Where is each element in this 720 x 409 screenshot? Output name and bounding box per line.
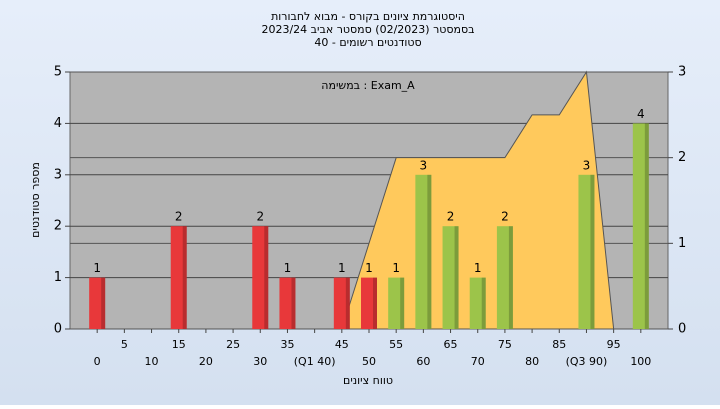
x-tick-label: 20	[199, 355, 213, 368]
y-axis-label: מספר סטודנטים	[29, 162, 42, 238]
y2-tick-label: 3	[678, 65, 686, 80]
data-label: 2	[256, 210, 264, 224]
bar	[252, 226, 269, 329]
data-label: 3	[583, 158, 591, 172]
y-tick-label: 5	[54, 65, 62, 80]
bar-shade	[427, 174, 432, 329]
x-tick-label: 45	[335, 338, 349, 351]
y-tick-label: 0	[54, 322, 62, 337]
x-tick-label: 75	[498, 338, 512, 351]
data-label: 2	[447, 210, 455, 224]
x-tick-label: 60	[416, 355, 430, 368]
bar-shade	[345, 277, 350, 329]
annotation: במשימה : Exam_A	[321, 79, 415, 92]
bar	[388, 277, 405, 329]
bar	[442, 226, 459, 329]
chart-subtitle: בסמסטר (02/2023) סמסטר אביב 2023/24	[261, 23, 474, 36]
bar-shade	[481, 277, 486, 329]
bar	[170, 226, 187, 329]
bar-shade	[590, 174, 595, 329]
bar-shade	[373, 277, 377, 329]
area	[341, 70, 615, 330]
x-tick-label: 10	[145, 355, 159, 368]
bar-shade	[454, 226, 459, 329]
x-tick-label: 5	[121, 338, 128, 351]
bar	[333, 277, 350, 329]
x-tick-label: 95	[607, 338, 621, 351]
bar-shade	[264, 226, 269, 329]
bar	[496, 226, 513, 329]
data-label: 1	[365, 261, 373, 275]
y2-tick-label: 1	[678, 236, 686, 251]
data-label: 4	[637, 107, 645, 121]
data-label: 1	[392, 261, 400, 275]
y2-tick-label: 0	[678, 322, 686, 337]
x-axis-label: טווח ציונים	[343, 374, 393, 387]
x-tick-label: 0	[94, 355, 101, 368]
x-tick-label: 30	[253, 355, 267, 368]
y2-tick-label: 2	[678, 150, 686, 165]
bar-shade	[101, 277, 106, 329]
bar	[89, 277, 106, 329]
data-label: 1	[284, 261, 292, 275]
data-label: 3	[420, 158, 428, 172]
x-tick-label: 70	[471, 355, 485, 368]
data-label: 1	[474, 261, 482, 275]
bar-shade	[291, 277, 296, 329]
x-tick-label: (Q3 90)	[566, 355, 608, 368]
data-label: 2	[501, 210, 509, 224]
x-tick-label: 15	[172, 338, 186, 351]
bar-shade	[508, 226, 513, 329]
bar	[632, 123, 649, 330]
x-tick-label: 100	[630, 355, 651, 368]
x-tick-label: 65	[444, 338, 458, 351]
chart-subtitle: סטודנטים רשומים - 40	[314, 36, 421, 49]
x-tick-label: 85	[552, 338, 566, 351]
y-tick-label: 4	[54, 116, 62, 131]
bar-shade	[644, 123, 649, 330]
bar	[361, 277, 377, 329]
x-tick-label: 35	[280, 338, 294, 351]
bar	[415, 174, 432, 329]
y-tick-label: 3	[54, 167, 62, 182]
chart-title: היסטוגרמת ציונים בקורס - מבוא לחבורות	[271, 10, 465, 23]
data-label: 2	[175, 210, 183, 224]
x-tick-label: 50	[362, 355, 376, 368]
x-tick-label: 80	[525, 355, 539, 368]
y-tick-label: 1	[54, 270, 62, 285]
bar	[279, 277, 296, 329]
bar	[469, 277, 486, 329]
y-tick-label: 2	[54, 219, 62, 234]
bar-shade	[400, 277, 405, 329]
data-label: 1	[93, 261, 101, 275]
x-tick-label: (Q1 40)	[294, 355, 336, 368]
bar	[578, 174, 595, 329]
x-tick-label: 55	[389, 338, 403, 351]
bar-shade	[182, 226, 187, 329]
x-tick-label: 25	[226, 338, 240, 351]
data-label: 1	[338, 261, 346, 275]
